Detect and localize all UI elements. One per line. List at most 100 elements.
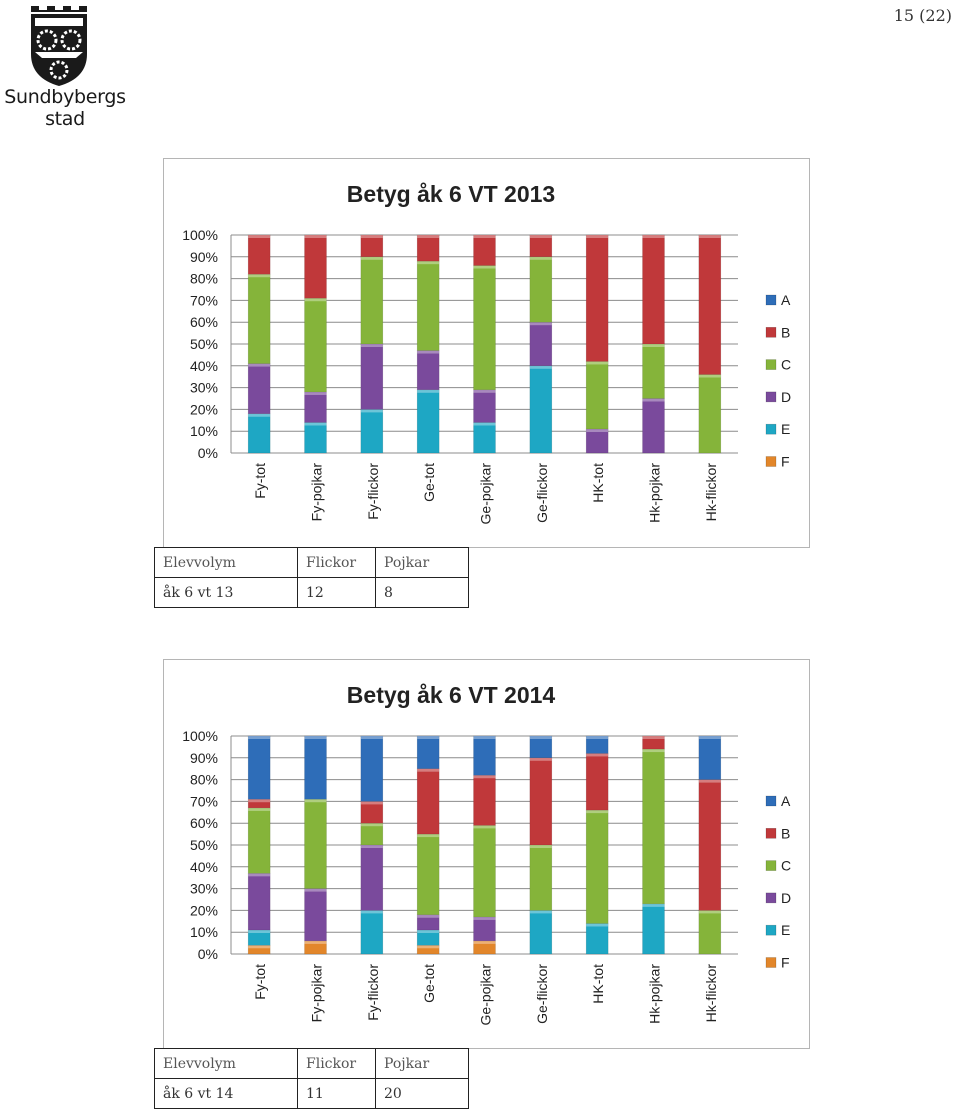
bar-segment-highlight	[304, 888, 327, 892]
bar-segment-highlight	[586, 810, 609, 814]
legend-swatch-A	[765, 294, 777, 306]
x-tick-label: Ge-pojkar	[478, 463, 494, 525]
bar-segment-highlight	[304, 736, 327, 739]
bar-segment-B	[360, 801, 384, 824]
bar-segment-highlight	[586, 429, 609, 433]
bar-segment-C	[304, 297, 327, 393]
bar-segment-D	[473, 389, 496, 423]
bar-segment-E	[473, 422, 496, 454]
y-tick-label: 100%	[182, 227, 218, 243]
bar-segment-highlight	[248, 945, 271, 949]
bar-segment-B	[698, 234, 722, 375]
bar-segment-E	[247, 413, 271, 454]
bar-segment-highlight	[529, 736, 552, 739]
legend-swatch-A	[765, 795, 777, 807]
bar-segment-C	[416, 833, 440, 916]
legend-label: C	[781, 858, 791, 874]
bar-segment-highlight	[473, 825, 496, 829]
legend-swatch-D	[765, 391, 777, 403]
bar-segment-highlight	[698, 910, 721, 914]
x-tick-label: Fy-flickor	[365, 463, 381, 520]
table-header-cell: Pojkar	[375, 547, 469, 578]
volume-table-2014: Elevvolym Flickor Pojkar åk 6 vt 14 11 2…	[154, 1048, 469, 1109]
bar-segment-D	[247, 363, 271, 415]
y-tick-label: 50%	[190, 837, 218, 853]
bar-segment-C	[360, 822, 384, 846]
bar-segment-highlight	[360, 736, 383, 739]
bar-segment-B	[529, 234, 553, 258]
table-row: åk 6 vt 13 12 8	[154, 577, 469, 608]
chart-2014: Betyg åk 6 VT 2014 0% 10% 20% 30% 40% 50% 60% 70…	[163, 659, 810, 1049]
table-cell: 20	[375, 1078, 469, 1109]
bar-segment-D	[304, 888, 327, 942]
y-tick-label: 90%	[190, 249, 218, 265]
legend-swatch-C	[765, 359, 777, 370]
legend-label: D	[781, 890, 791, 906]
bar-segment-highlight	[304, 298, 327, 302]
bar-segment-A	[529, 735, 553, 759]
bar-segment-B	[473, 234, 496, 266]
bar-segment-highlight	[248, 274, 271, 278]
bar-segment-B	[247, 234, 271, 275]
bar-segment-highlight	[586, 736, 609, 739]
table-row: åk 6 vt 14 11 20	[154, 1078, 469, 1109]
bar-segment-highlight	[529, 235, 552, 238]
bar-segment-C	[642, 748, 665, 905]
y-tick-label: 0%	[198, 445, 218, 461]
bar-segment-C	[529, 844, 553, 911]
bar-segment-highlight	[248, 930, 271, 934]
bar-segment-highlight	[248, 413, 271, 417]
bar-segment-C	[247, 807, 271, 874]
bar-segment-E	[529, 365, 553, 454]
x-tick-label: Hk-flickor	[703, 964, 719, 1023]
bar-segment-highlight	[586, 753, 609, 757]
chart-title: Betyg åk 6 VT 2013	[347, 181, 555, 207]
bar-segment-B	[698, 779, 722, 911]
bar-segment-E	[529, 910, 553, 955]
bar-segment-highlight	[248, 235, 271, 238]
bar-segment-B	[529, 757, 553, 846]
bar-segment-B	[473, 774, 496, 826]
x-tick-label: Ge-flickor	[534, 964, 550, 1024]
bar-segment-E	[642, 903, 665, 955]
bar-segment-highlight	[698, 374, 721, 378]
bar-segment-highlight	[529, 910, 552, 914]
bar-segment-E	[585, 923, 609, 955]
legend-swatch-F	[765, 957, 777, 968]
legend-label: E	[781, 421, 790, 437]
chart-title: Betyg åk 6 VT 2014	[347, 682, 556, 708]
bar-segment-highlight	[417, 389, 440, 393]
bar-segment-C	[473, 825, 496, 918]
bar-segment-highlight	[586, 361, 609, 365]
table-header-row: Elevvolym Flickor Pojkar	[154, 547, 469, 578]
bar-segment-highlight	[360, 344, 383, 347]
bar-segment-B	[585, 234, 609, 362]
y-tick-label: 100%	[182, 728, 218, 744]
bar-segment-highlight	[304, 940, 327, 944]
bar-segment-highlight	[586, 923, 609, 927]
bar-segment-C	[698, 910, 722, 955]
legend-label: D	[781, 389, 791, 405]
bar-segment-E	[416, 389, 440, 454]
x-tick-label: Ge-pojkar	[478, 964, 494, 1026]
bar-segment-D	[529, 321, 553, 367]
table-cell: 11	[297, 1078, 376, 1109]
bar-segment-highlight	[473, 265, 496, 269]
bar-segment-highlight	[473, 940, 496, 944]
x-tick-label: Fy-flickor	[365, 964, 381, 1021]
bar-segment-highlight	[360, 910, 383, 914]
x-tick-label: Fy-pojkar	[309, 463, 325, 522]
bar-segment-A	[304, 735, 327, 800]
bar-segment-highlight	[417, 914, 440, 918]
table-header-cell: Pojkar	[375, 1048, 469, 1079]
y-tick-label: 0%	[198, 946, 218, 962]
table-cell: 12	[297, 577, 376, 608]
bar-segment-highlight	[304, 391, 327, 395]
y-tick-label: 90%	[190, 750, 218, 766]
bar-segment-highlight	[473, 422, 496, 426]
bar-segment-highlight	[642, 749, 665, 753]
bar-segment-C	[473, 265, 496, 391]
legend-label: B	[781, 825, 790, 841]
bar-segment-D	[585, 428, 609, 454]
legend-label: F	[781, 955, 790, 971]
